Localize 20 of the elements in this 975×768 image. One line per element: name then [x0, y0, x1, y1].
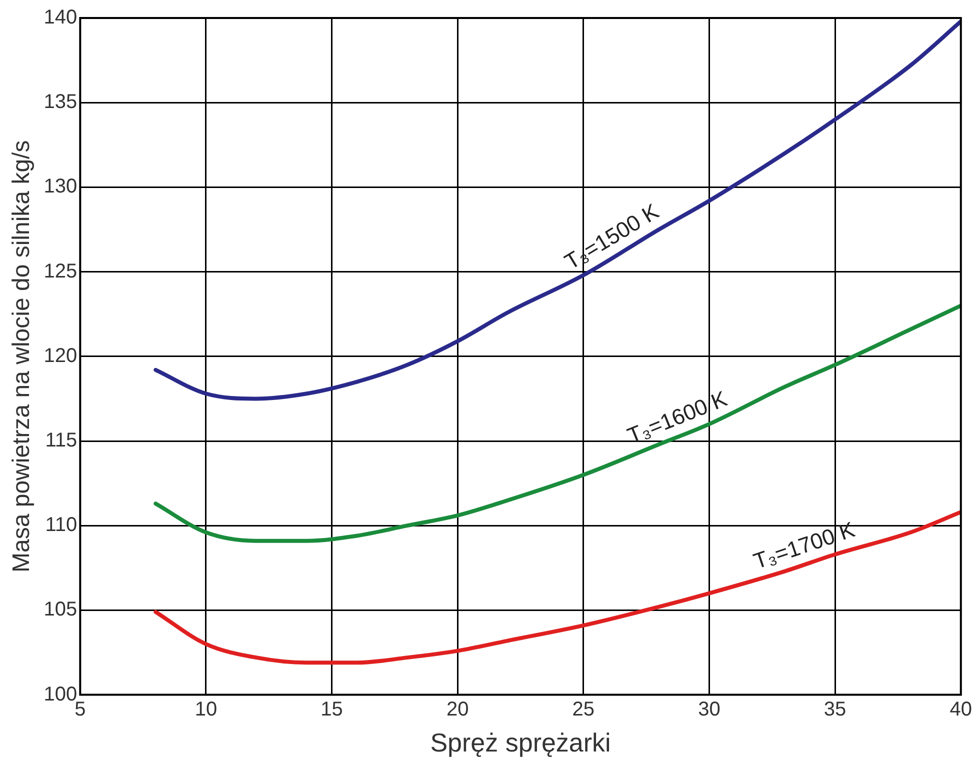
- y-tick-label: 130: [44, 176, 78, 198]
- y-tick-label: 135: [44, 91, 78, 114]
- x-tick-label: 10: [194, 698, 218, 720]
- y-axis-title: Masa powietrza na wlocie do silnika kg/s: [8, 140, 36, 572]
- y-tick-label: 120: [44, 344, 78, 367]
- y-tick-label: 125: [44, 260, 78, 282]
- x-tick-label: 5: [74, 698, 86, 720]
- y-tick-label: 140: [44, 6, 78, 29]
- x-axis-title: Spręż sprężarki: [430, 728, 611, 758]
- y-tick-label: 100: [44, 683, 78, 706]
- x-tick-label: 20: [446, 698, 469, 720]
- y-tick-label: 115: [45, 430, 78, 452]
- line-series: [154, 510, 961, 665]
- x-tick-label: 25: [572, 698, 595, 720]
- x-tick-label: 35: [824, 698, 846, 720]
- x-tick-label: 30: [698, 698, 720, 720]
- x-tick-label: 40: [950, 698, 972, 720]
- y-tick-label: 105: [44, 598, 78, 621]
- x-tick-label: 15: [320, 698, 343, 720]
- y-tick-label: 110: [45, 514, 78, 536]
